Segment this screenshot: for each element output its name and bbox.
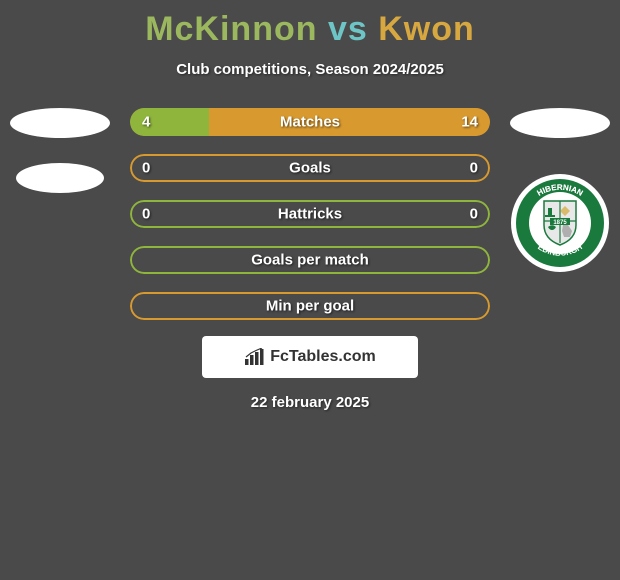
bar-value-right: 14: [461, 114, 478, 131]
bar-value-left: 4: [142, 114, 150, 131]
vs-text: vs: [328, 10, 368, 48]
bar-value-right: 0: [470, 206, 478, 223]
stat-bar: Goals 0 0: [130, 154, 490, 182]
brand-text: FcTables.com: [270, 348, 376, 366]
hibernian-crest-icon: HIBERNIAN HIBERNIAN EDINBURGH 1875: [510, 173, 610, 273]
brand-box[interactable]: FcTables.com: [202, 336, 418, 378]
brand-chart-icon: [244, 348, 264, 366]
header: McKinnon vs Kwon Club competitions, Seas…: [0, 0, 620, 78]
comparison-bars: Matches 4 14 Goals 0 0 Hattricks 0 0 Goals per ma…: [130, 108, 490, 320]
left-badge-2: [16, 163, 104, 193]
content: Matches 4 14 Goals 0 0 Hattricks 0 0 Goals per ma…: [0, 78, 620, 320]
left-badge-1: [10, 108, 110, 138]
stat-bar: Goals per match: [130, 246, 490, 274]
bar-value-left: 0: [142, 160, 150, 177]
stat-bar: Min per goal: [130, 292, 490, 320]
bar-label: Goals: [289, 160, 331, 177]
player2-name: Kwon: [378, 10, 475, 48]
bar-fill-right: [209, 108, 490, 136]
right-badge-1: [510, 108, 610, 138]
right-badge-column: HIBERNIAN HIBERNIAN EDINBURGH 1875: [510, 108, 610, 273]
left-badge-column: [10, 108, 110, 193]
bar-value-right: 0: [470, 160, 478, 177]
stat-bar: Hattricks 0 0: [130, 200, 490, 228]
bar-label: Min per goal: [266, 298, 354, 315]
subtitle: Club competitions, Season 2024/2025: [0, 61, 620, 78]
footer-date: 22 february 2025: [0, 394, 620, 411]
bar-value-left: 0: [142, 206, 150, 223]
svg-text:1875: 1875: [553, 220, 567, 226]
bar-label: Matches: [280, 114, 340, 131]
bar-label: Hattricks: [278, 206, 342, 223]
stat-bar: Matches 4 14: [130, 108, 490, 136]
page-title: McKinnon vs Kwon: [0, 10, 620, 49]
player1-name: McKinnon: [145, 10, 317, 48]
bar-label: Goals per match: [251, 252, 369, 269]
